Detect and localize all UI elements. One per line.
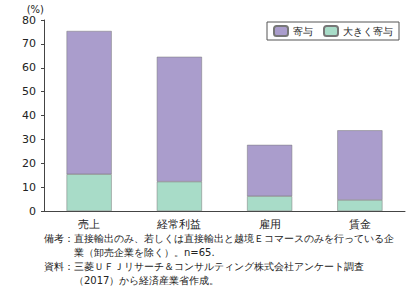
svg-text:40: 40 bbox=[22, 109, 36, 122]
svg-text:寄与: 寄与 bbox=[293, 26, 313, 37]
svg-text:経常利益: 経常利益 bbox=[156, 218, 201, 230]
svg-text:50: 50 bbox=[22, 85, 36, 98]
svg-text:20: 20 bbox=[22, 157, 36, 170]
svg-text:賃金: 賃金 bbox=[349, 218, 371, 230]
svg-text:80: 80 bbox=[22, 14, 36, 27]
svg-text:大きく寄与: 大きく寄与 bbox=[343, 26, 393, 37]
svg-text:0: 0 bbox=[29, 205, 36, 218]
svg-text:売上: 売上 bbox=[78, 218, 100, 230]
svg-text:70: 70 bbox=[22, 37, 36, 50]
html-text:備考：直接輸出のみ、若しくは直接輸出と越境Ｅコマースのみを行: 備考：直接輸出のみ、若しくは直接輸出と越境Ｅコマースのみを行っている企業（卸売企… bbox=[44, 233, 394, 258]
svg-text:30: 30 bbox=[22, 133, 36, 146]
html-text:資料：三菱ＵＦＪリサーチ＆コンサルティング株式会社アンケート: 資料：三菱ＵＦＪリサーチ＆コンサルティング株式会社アンケート調査（2017）から… bbox=[44, 261, 364, 286]
svg-text:雇用: 雇用 bbox=[259, 218, 281, 230]
svg-text:10: 10 bbox=[22, 181, 36, 194]
svg-text:60: 60 bbox=[22, 61, 36, 74]
